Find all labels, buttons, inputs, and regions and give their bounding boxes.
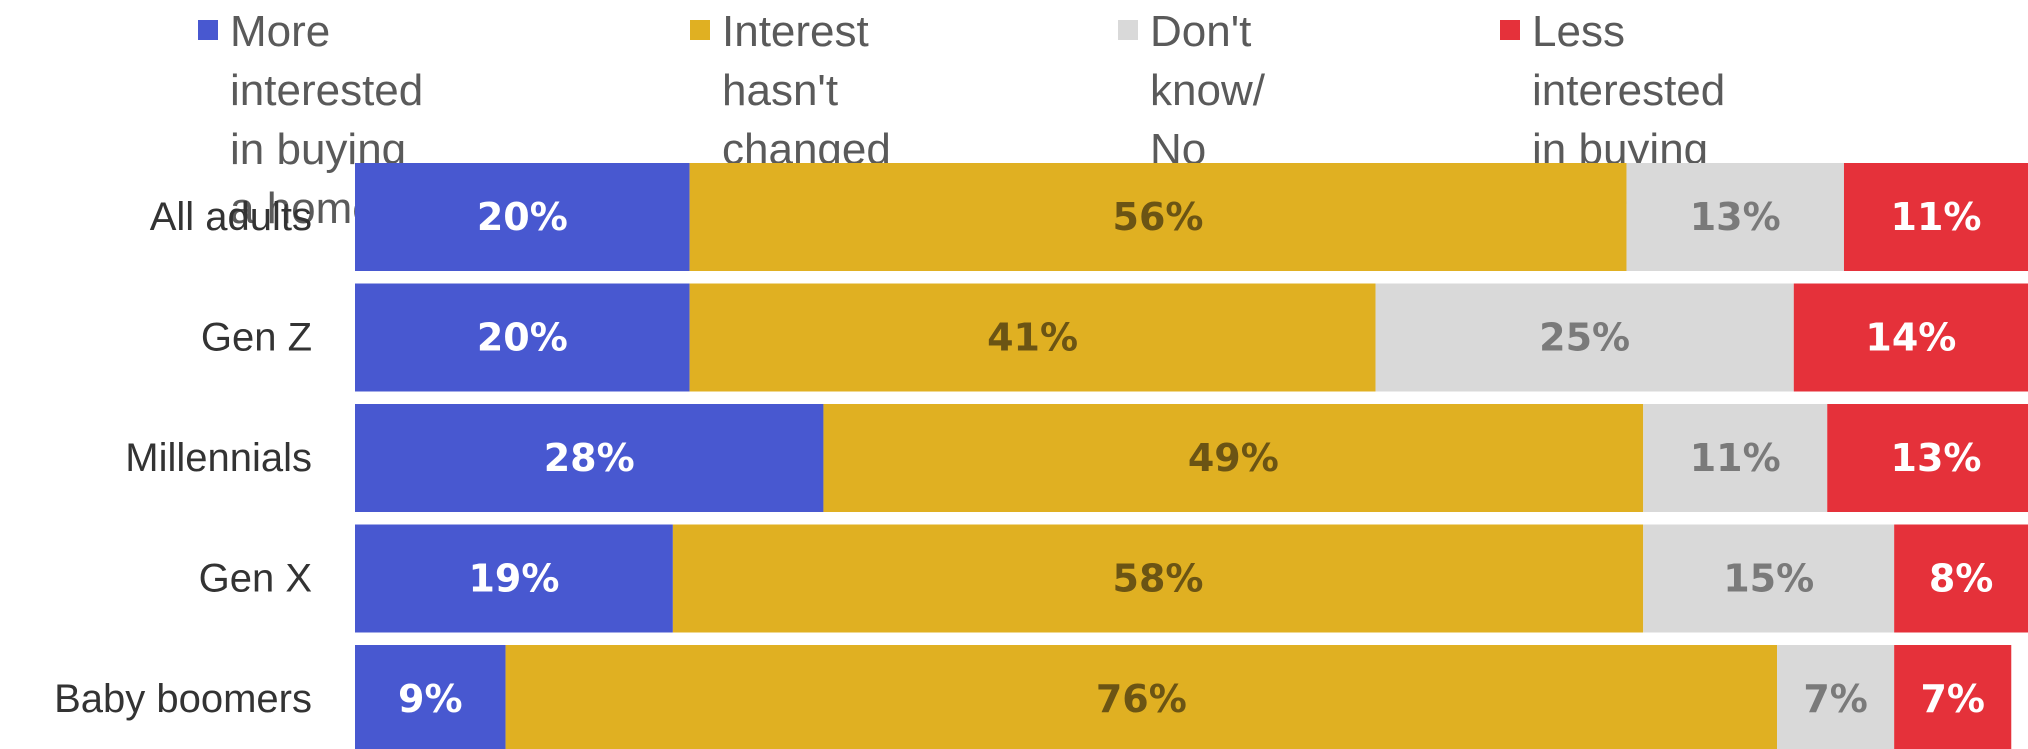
category-label-all-adults: All adults — [150, 195, 312, 239]
data-label-gen-x-more-interested: 19% — [468, 557, 559, 601]
data-label-baby-boomers-more-interested: 9% — [398, 677, 463, 721]
legend-swatch-interest-unchanged — [690, 20, 710, 40]
data-label-gen-z-less-interested: 14% — [1865, 316, 1956, 360]
bar-baby-boomers-interest-unchanged — [505, 645, 1778, 749]
data-label-all-adults-more-interested: 20% — [477, 195, 568, 239]
bar-baby-boomers-dont-know — [1777, 645, 1895, 749]
bar-gen-z-more-interested — [355, 283, 690, 392]
legend-swatch-dont-know — [1118, 20, 1138, 40]
bar-gen-z-dont-know — [1375, 283, 1794, 392]
data-label-millennials-less-interested: 13% — [1891, 436, 1982, 480]
data-label-gen-z-more-interested: 20% — [477, 316, 568, 360]
bar-gen-x-less-interested — [1894, 524, 2028, 633]
category-label-baby-boomers: Baby boomers — [54, 677, 312, 721]
bar-gen-z-interest-unchanged — [689, 283, 1376, 392]
bar-millennials-more-interested — [355, 404, 824, 512]
data-label-gen-z-dont-know: 25% — [1539, 316, 1630, 360]
bar-millennials-less-interested — [1827, 404, 2028, 512]
data-label-baby-boomers-dont-know: 7% — [1803, 677, 1868, 721]
category-label-millennials: Millennials — [125, 436, 312, 480]
data-label-millennials-dont-know: 11% — [1690, 436, 1781, 480]
data-label-gen-x-dont-know: 15% — [1723, 557, 1814, 601]
bar-baby-boomers-less-interested — [1894, 645, 2012, 749]
category-label-gen-z: Gen Z — [201, 316, 312, 360]
bar-baby-boomers-more-interested — [355, 645, 506, 749]
data-label-millennials-interest-unchanged: 49% — [1188, 436, 1279, 480]
data-label-gen-x-interest-unchanged: 58% — [1113, 557, 1204, 601]
bar-millennials-dont-know — [1643, 404, 1828, 512]
data-label-gen-z-interest-unchanged: 41% — [987, 316, 1078, 360]
data-label-baby-boomers-interest-unchanged: 76% — [1096, 677, 1187, 721]
bar-gen-x-dont-know — [1643, 524, 1895, 633]
category-label-gen-x: Gen X — [199, 557, 312, 601]
data-label-baby-boomers-less-interested: 7% — [1920, 677, 1985, 721]
legend-swatch-less-interested — [1500, 20, 1520, 40]
data-label-all-adults-interest-unchanged: 56% — [1113, 195, 1204, 239]
bar-gen-x-interest-unchanged — [672, 524, 1644, 633]
data-label-millennials-more-interested: 28% — [544, 436, 635, 480]
legend-swatch-more-interested — [198, 20, 218, 40]
bar-all-adults-interest-unchanged — [689, 163, 1627, 271]
data-label-all-adults-dont-know: 13% — [1690, 195, 1781, 239]
bar-all-adults-dont-know — [1626, 163, 1844, 271]
data-label-all-adults-less-interested: 11% — [1891, 195, 1982, 239]
bar-gen-x-more-interested — [355, 524, 673, 633]
bar-all-adults-less-interested — [1843, 163, 2028, 271]
bar-all-adults-more-interested — [355, 163, 690, 271]
data-label-gen-x-less-interested: 8% — [1929, 557, 1994, 601]
bar-gen-z-less-interested — [1793, 283, 2028, 392]
bar-millennials-interest-unchanged — [823, 404, 1644, 512]
